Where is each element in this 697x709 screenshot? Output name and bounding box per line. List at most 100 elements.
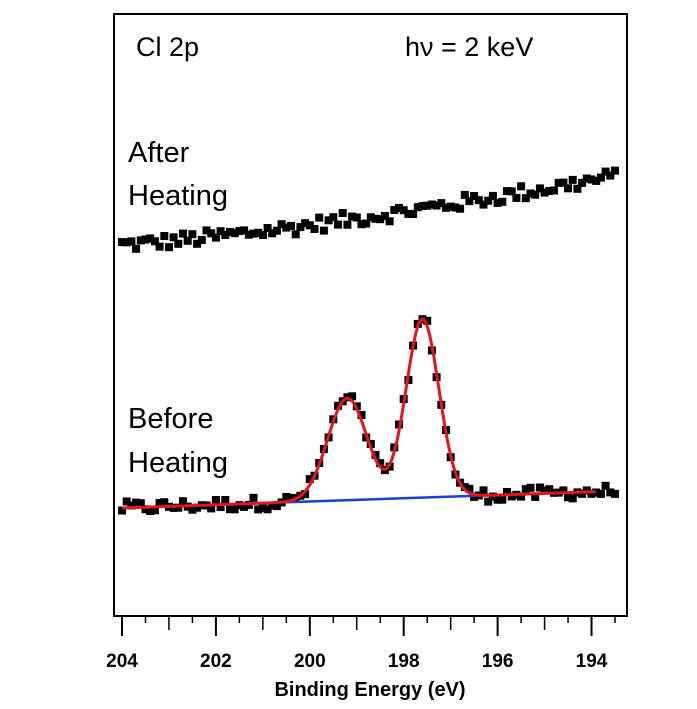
before-heating-point bbox=[301, 490, 310, 499]
before-heating-point bbox=[226, 505, 234, 514]
before-heating-point bbox=[540, 486, 549, 495]
after-heating-point bbox=[554, 178, 563, 187]
after-heating-point bbox=[174, 239, 183, 248]
after-heating-point bbox=[385, 217, 394, 226]
after-heating-point bbox=[324, 216, 333, 225]
after-heating-point bbox=[179, 229, 187, 238]
after-heating-point bbox=[357, 220, 366, 229]
after-heating-point bbox=[503, 187, 511, 196]
x-tick-label: 200 bbox=[294, 651, 326, 672]
after-heating-point bbox=[366, 213, 375, 222]
after-heating-point bbox=[272, 226, 281, 235]
after-heating-point bbox=[611, 166, 619, 175]
after-label-line1: After bbox=[128, 137, 190, 169]
before-heating-point bbox=[517, 492, 526, 501]
after-heating-point bbox=[512, 193, 521, 202]
after-heating-point bbox=[564, 184, 572, 193]
after-heating-point bbox=[568, 175, 577, 184]
after-heating-point bbox=[550, 186, 558, 195]
before-heating-point bbox=[254, 505, 263, 514]
after-heating-point bbox=[376, 215, 385, 224]
after-heating-point bbox=[329, 213, 338, 222]
after-heating-point bbox=[526, 189, 535, 198]
after-heating-point bbox=[446, 202, 455, 211]
x-tick-label: 202 bbox=[200, 651, 232, 672]
after-heating-point bbox=[399, 206, 408, 215]
before-heating-point bbox=[559, 486, 568, 495]
before-heating-point bbox=[174, 503, 183, 512]
after-heating-point bbox=[296, 223, 305, 232]
before-heating-point bbox=[376, 459, 385, 468]
before-heating-point bbox=[146, 507, 155, 515]
before-heating-point bbox=[282, 493, 291, 501]
before-label-line2: Heating bbox=[128, 447, 228, 479]
after-label-line2: Heating bbox=[128, 180, 228, 212]
after-heating-point bbox=[127, 237, 136, 246]
x-tick-label: 198 bbox=[388, 651, 420, 672]
before-heating-point bbox=[348, 392, 357, 401]
after-heating-point bbox=[310, 225, 319, 233]
after-heating-point bbox=[413, 203, 422, 212]
after-heating-point bbox=[474, 196, 483, 205]
before-heating-point bbox=[568, 494, 577, 503]
before-heating-point bbox=[160, 498, 169, 507]
after-heating-point bbox=[216, 227, 225, 236]
x-tick-label: 196 bbox=[482, 651, 514, 672]
before-heating-point bbox=[211, 496, 220, 504]
after-heating-point bbox=[432, 201, 441, 210]
before-heating-point bbox=[531, 492, 540, 501]
before-heating-point bbox=[507, 492, 516, 501]
before-heating-point bbox=[357, 411, 366, 419]
before-heating-point bbox=[193, 503, 202, 512]
after-heating-point bbox=[559, 178, 568, 187]
before-heating-point bbox=[484, 497, 493, 506]
before-heating-point bbox=[268, 501, 277, 510]
after-heating-point bbox=[268, 229, 277, 238]
after-heating-point bbox=[188, 230, 197, 239]
before-heating-point bbox=[263, 505, 272, 514]
after-heating-point bbox=[193, 239, 202, 248]
x-ticks bbox=[121, 616, 616, 636]
after-heating-point bbox=[291, 230, 300, 239]
after-heating-point bbox=[451, 203, 460, 212]
after-heating-point bbox=[582, 174, 591, 183]
after-heating-point bbox=[521, 194, 530, 203]
after-heating-point bbox=[146, 234, 155, 243]
after-heating-point bbox=[573, 184, 582, 193]
after-heating-point bbox=[226, 228, 234, 236]
before-heating-point bbox=[596, 489, 605, 498]
before-heating-point bbox=[601, 481, 610, 490]
after-heating-point bbox=[460, 190, 469, 199]
x-tick-label: 194 bbox=[576, 651, 608, 672]
after-heating-point bbox=[545, 187, 554, 195]
before-label-line1: Before bbox=[128, 403, 213, 435]
after-heating-point bbox=[160, 232, 169, 240]
before-heating-point bbox=[230, 505, 239, 514]
after-heating-point bbox=[141, 235, 150, 244]
before-heating-point bbox=[132, 498, 141, 507]
before-heating-point bbox=[465, 484, 474, 493]
x-tick-label: 204 bbox=[106, 651, 138, 672]
before-heating-point bbox=[611, 489, 619, 498]
before-heating-point bbox=[141, 505, 150, 514]
before-heating-point bbox=[258, 503, 267, 512]
after-heating-point bbox=[244, 230, 253, 239]
after-heating-point bbox=[169, 233, 178, 242]
before-heating-point bbox=[127, 501, 136, 510]
after-heating-point bbox=[165, 243, 173, 252]
after-heating-point bbox=[301, 219, 310, 228]
before-heating-point bbox=[493, 495, 502, 504]
after-heating-point bbox=[305, 221, 314, 230]
before-heating-point bbox=[498, 495, 507, 504]
after-heating-point bbox=[118, 238, 126, 247]
after-heating-point bbox=[587, 175, 596, 184]
after-heating-point bbox=[202, 226, 211, 235]
before-heating-point bbox=[526, 483, 535, 492]
before-heating-point bbox=[221, 496, 230, 504]
before-heating-point bbox=[136, 499, 145, 508]
after-heating-point bbox=[348, 212, 357, 221]
before-heating-point bbox=[578, 489, 587, 498]
after-heating-point bbox=[240, 226, 249, 235]
after-heating-point bbox=[540, 188, 549, 197]
after-heating-point bbox=[254, 228, 263, 237]
